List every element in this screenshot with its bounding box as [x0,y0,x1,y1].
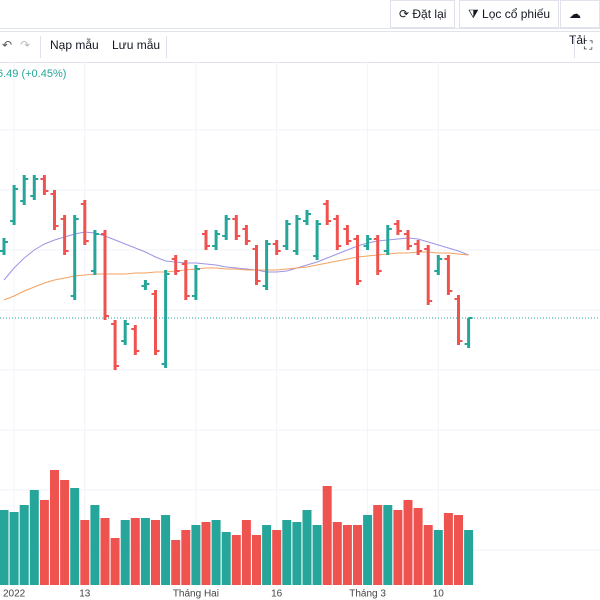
volume-bar [332,522,342,585]
volume-bar [252,535,261,585]
volume-bar [19,505,29,585]
load-template[interactable]: Nạp mẫu [50,38,99,52]
volume-bar [9,512,19,585]
separator [40,36,41,58]
screener-label: Lọc cổ phiếu [482,7,551,21]
volume-bar [181,530,191,585]
download-button[interactable]: ☁ Tải [560,0,600,47]
volume-bar [90,505,100,585]
volume-bar [363,515,373,585]
redo-button[interactable]: ↷ [20,38,31,52]
volume-bar [292,522,302,585]
reset-button[interactable]: ⟳ Đặt lại [390,0,456,28]
screener-button[interactable]: ⧩ Lọc cổ phiếu [459,0,560,28]
volume-bar [70,488,80,585]
volume-bar [413,508,423,585]
volume-bar [383,505,393,585]
download-label: Tải [569,33,586,47]
x-tick-label: Tháng Hai [173,589,219,600]
reset-label: Đặt lại [412,7,447,21]
volume-bar [312,525,322,585]
x-tick-label: 10 [433,589,445,600]
volume-bar [231,535,241,585]
chart-toolbar: ↶ ↷ Nạp mẫu Lưu mẫu ⛶ [0,31,600,63]
volume-bar [443,513,453,585]
volume-bar [201,522,211,585]
volume-bar [130,518,140,585]
volume-bar [140,518,150,585]
volume-bar [100,518,110,585]
volume-bar [39,500,49,585]
volume-bar [221,532,231,585]
undo-button[interactable]: ↶ [2,38,13,52]
separator [166,36,167,58]
fullscreen-button[interactable]: ⛶ [584,38,593,52]
volume-bar [272,530,282,585]
x-tick-label: Tháng 3 [349,589,386,600]
volume-bar [454,515,463,585]
volume-bar [322,486,332,585]
separator [574,36,575,58]
volume-bar [433,530,443,585]
volume-bar [353,525,362,585]
volume-bar [60,480,70,585]
volume-bar [50,470,59,585]
volume-bar [120,520,130,585]
volume-bar [211,520,221,585]
volume-bar [403,500,413,585]
volume-bar [171,540,181,585]
volume-bar [342,525,352,585]
volume-bar [282,520,292,585]
volume-bar [302,510,312,585]
legend-text: 6.49 (+0.45%) [0,68,66,80]
volume-bar [241,520,251,585]
volume-bar [191,525,201,585]
volume-bar [464,530,474,585]
volume-bar [423,525,433,585]
volume-bar [151,520,160,585]
ma-line [3,251,469,301]
volume-bar [373,505,383,585]
x-tick-label: 2022 [3,589,26,600]
volume-bar [0,510,9,585]
volume-bar [161,515,171,585]
ma-line [3,231,469,281]
volume-bar [110,538,120,585]
x-tick-label: 13 [79,589,91,600]
h-grid [0,62,600,590]
volume-bar [80,520,90,585]
x-tick-label: 16 [271,589,283,600]
volume-bar [393,510,403,585]
top-toolbar: ⟳ Đặt lại ⧩ Lọc cổ phiếu ☁ Tải [0,0,600,47]
volume-bar [262,525,272,585]
volume-bar [29,490,39,585]
save-template[interactable]: Lưu mẫu [112,38,161,52]
